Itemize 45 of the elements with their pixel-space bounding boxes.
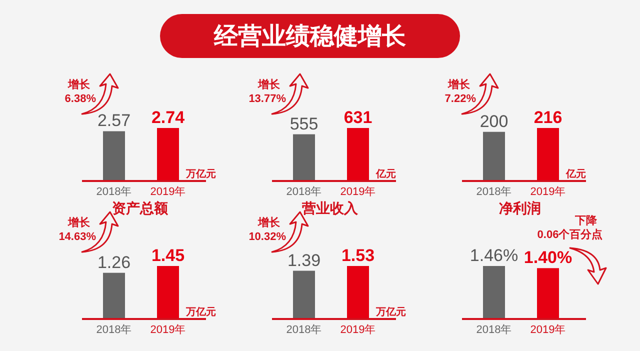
text: 经营业绩稳健增长: [213, 23, 406, 50]
text: 下降: [574, 214, 598, 227]
data-label: 555: [290, 114, 318, 134]
x-tick-label: 2018年: [96, 324, 132, 336]
text: 增长: [67, 216, 91, 229]
text: 7.22%: [444, 93, 476, 105]
data-label: 2.57: [97, 111, 131, 130]
text: 增长: [257, 78, 281, 91]
text: 6.38%: [64, 93, 96, 105]
data-label: 2.74: [151, 108, 186, 127]
x-tick-label: 2019年: [340, 324, 376, 336]
data-label: 631: [344, 108, 372, 127]
annotation: 万亿元: [185, 306, 216, 318]
annotation: 亿元: [565, 168, 586, 180]
text: 13.77%: [248, 93, 286, 105]
x-tick-label: 2019年: [530, 186, 566, 198]
text: 增长: [447, 78, 471, 91]
annotation: 亿元: [375, 168, 396, 180]
x-tick-label: 2019年: [150, 324, 186, 336]
data-label: 216: [534, 108, 562, 127]
x-axis-title: 营业收入: [301, 200, 359, 216]
text: 14.63%: [58, 231, 96, 243]
data-label: 1.45: [151, 246, 185, 265]
annotation: 万亿元: [375, 306, 406, 318]
x-axis-title: 资产总额: [112, 200, 169, 216]
text: 0.06个百分点: [537, 228, 603, 241]
data-label: 1.53: [341, 246, 375, 265]
x-tick-label: 2018年: [476, 324, 512, 336]
text: 增长: [67, 78, 91, 91]
x-tick-label: 2019年: [530, 324, 566, 336]
annotation: 万亿元: [185, 168, 216, 180]
x-tick-label: 2018年: [96, 186, 132, 198]
text: 增长: [257, 216, 281, 229]
data-label: 1.26: [97, 252, 131, 272]
data-label: 1.46%: [470, 246, 518, 265]
x-tick-label: 2018年: [286, 186, 322, 198]
data-label: 1.40%: [524, 248, 572, 268]
data-label: 200: [480, 112, 508, 131]
x-tick-label: 2018年: [286, 324, 322, 336]
data-label: 1.39: [287, 250, 321, 270]
text: 10.32%: [248, 231, 286, 243]
x-tick-label: 2018年: [476, 186, 512, 198]
x-tick-label: 2019年: [150, 186, 186, 198]
x-axis-title: 净利润: [499, 200, 541, 216]
x-tick-label: 2019年: [340, 186, 376, 198]
